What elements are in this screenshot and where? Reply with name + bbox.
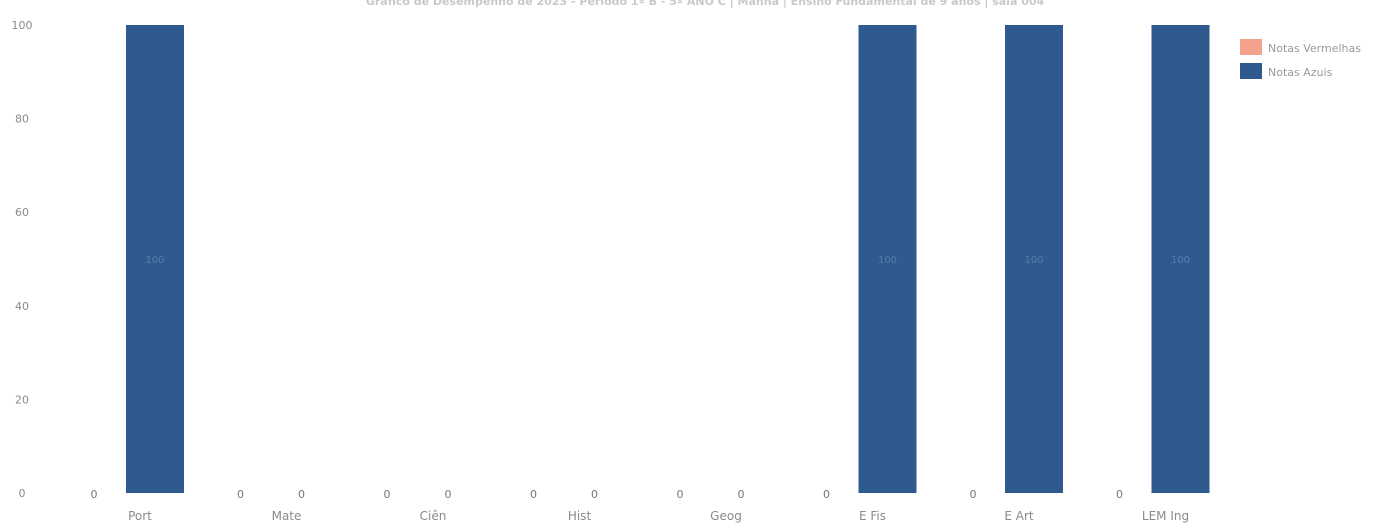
bar-value-label: 100	[878, 255, 897, 266]
y-tick-label: 40	[15, 300, 29, 313]
x-category-label: Mate	[272, 509, 302, 523]
bar-notas-azuis	[858, 25, 917, 493]
zero-value-label: 0	[445, 488, 452, 501]
zero-value-label: 0	[738, 488, 745, 501]
bar-notas-azuis	[1151, 25, 1210, 493]
legend-label: Notas Vermelhas	[1268, 42, 1361, 55]
legend: Notas Vermelhas Notas Azuis	[1240, 39, 1361, 79]
x-category-label: Hist	[568, 509, 592, 523]
zero-value-label: 0	[677, 488, 684, 501]
x-category-label: Ciên	[420, 509, 447, 523]
legend-swatch	[1240, 39, 1262, 55]
zero-value-label: 0	[591, 488, 598, 501]
x-category-label: E Art	[1004, 509, 1034, 523]
zero-value-label: 0	[970, 488, 977, 501]
y-tick-label: 20	[15, 393, 29, 406]
x-category-label: Port	[128, 509, 152, 523]
legend-label: Notas Azuis	[1268, 66, 1333, 79]
y-tick-label: 60	[15, 206, 29, 219]
zero-value-label: 0	[91, 488, 98, 501]
x-category-label: Geog	[710, 509, 742, 523]
zero-value-label: 0	[530, 488, 537, 501]
x-axis: Port Mate Ciên Hist Geog E Fis E Art LEM Ing	[128, 509, 1189, 523]
x-category-label: LEM Ing	[1142, 509, 1189, 523]
x-category-label: E Fis	[859, 509, 886, 523]
bar-value-label: 100	[1171, 255, 1190, 266]
zero-value-label: 0	[823, 488, 830, 501]
y-tick-label: 100	[12, 19, 33, 32]
bar-value-label: 100	[145, 255, 164, 266]
zero-value-label: 0	[384, 488, 391, 501]
bar-notas-azuis	[126, 25, 184, 493]
legend-swatch	[1240, 63, 1262, 79]
bars: 0 100 0 0 0 0 0 0 0 0 0 100 0 100 0 100	[91, 25, 1210, 501]
bar-value-label: 100	[1024, 255, 1043, 266]
y-tick-label: 0	[19, 487, 26, 500]
y-tick-label: 80	[15, 113, 29, 126]
y-axis: 0 20 40 60 80 100	[12, 19, 33, 500]
bar-notas-azuis	[1005, 25, 1063, 493]
zero-value-label: 0	[237, 488, 244, 501]
zero-value-label: 0	[1116, 488, 1123, 501]
zero-value-label: 0	[298, 488, 305, 501]
chart-title: Gráfico de Desempenho de 2023 - Período …	[366, 0, 1045, 8]
